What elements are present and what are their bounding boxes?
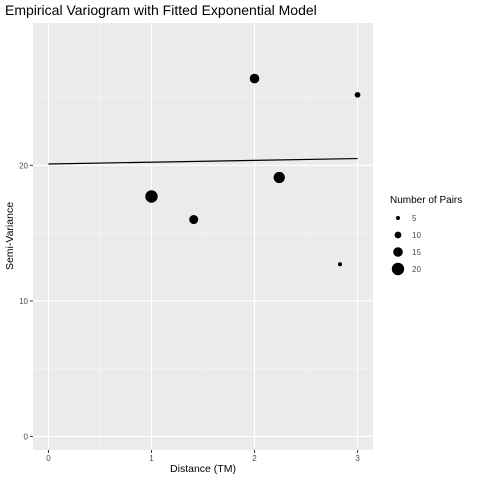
x-tick-label: 0: [46, 454, 51, 463]
legend-key: [394, 231, 402, 239]
y-axis-label: Semi-Variance: [4, 202, 16, 270]
x-tick-label: 2: [252, 454, 257, 463]
x-tick-label: 3: [355, 454, 360, 463]
legend: Number of Pairs 5 10 15 20: [390, 195, 462, 276]
legend-label: 10: [412, 231, 421, 240]
legend-keys: 5 10 15 20: [391, 214, 421, 276]
data-point: [273, 171, 285, 184]
legend-label: 5: [412, 214, 417, 223]
data-point: [354, 92, 361, 98]
legend-label: 20: [412, 265, 421, 274]
x-axis-label: Distance (TM): [170, 463, 236, 475]
legend-key: [393, 247, 403, 257]
fitted-line: [48, 157, 358, 165]
grid-major: [33, 23, 373, 450]
chart-title: Empirical Variogram with Fitted Exponent…: [5, 2, 317, 18]
data-points: [145, 73, 361, 267]
legend-key: [396, 216, 400, 220]
y-axis-ticks: 0 10 20: [19, 161, 33, 441]
legend-key: [391, 262, 405, 276]
y-tick-label: 0: [24, 432, 29, 441]
data-point: [189, 215, 199, 225]
legend-label: 15: [412, 248, 421, 257]
grid-minor: [33, 23, 373, 450]
legend-title: Number of Pairs: [390, 195, 462, 206]
y-tick-label: 10: [19, 297, 28, 306]
data-point: [249, 73, 260, 84]
x-axis-ticks: 0 1 2 3: [46, 450, 360, 463]
data-point: [145, 190, 158, 203]
data-point: [338, 262, 343, 267]
y-tick-label: 20: [19, 161, 28, 170]
fitted-model: [48, 157, 358, 165]
x-tick-label: 1: [149, 454, 154, 463]
